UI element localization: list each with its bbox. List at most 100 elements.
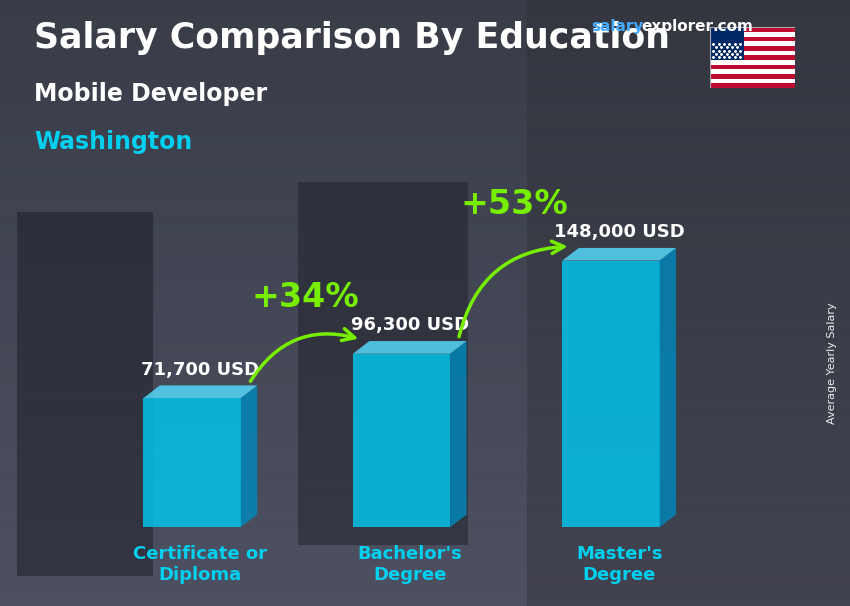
Bar: [0, 103, 850, 106]
Bar: [0, 167, 850, 170]
Bar: [0, 515, 850, 518]
Text: Certificate or
Diploma: Certificate or Diploma: [133, 545, 268, 584]
Bar: [710, 50, 795, 55]
Bar: [0, 397, 850, 400]
Bar: [0, 564, 850, 567]
Bar: [0, 194, 850, 197]
Bar: [0, 582, 850, 585]
Text: Washington: Washington: [34, 130, 192, 155]
Bar: [0, 118, 850, 121]
Bar: [0, 42, 850, 45]
Bar: [0, 39, 850, 42]
Bar: [0, 430, 850, 433]
Bar: [0, 45, 850, 48]
Bar: [0, 503, 850, 506]
Bar: [0, 491, 850, 494]
Bar: [0, 245, 850, 248]
Bar: [710, 36, 795, 41]
Bar: [0, 579, 850, 582]
Bar: [0, 6, 850, 9]
Bar: [0, 561, 850, 564]
Bar: [0, 603, 850, 606]
Bar: [0, 488, 850, 491]
Bar: [0, 318, 850, 321]
Bar: [0, 279, 850, 282]
Bar: [0, 312, 850, 315]
Bar: [0, 142, 850, 145]
Bar: [0, 27, 850, 30]
Bar: [0, 567, 850, 570]
Text: Bachelor's
Degree: Bachelor's Degree: [357, 545, 462, 584]
Bar: [0, 112, 850, 115]
Bar: [0, 476, 850, 479]
Bar: [0, 358, 850, 361]
Bar: [0, 339, 850, 342]
Bar: [0, 409, 850, 412]
Bar: [710, 69, 795, 74]
Bar: [710, 41, 795, 46]
Bar: [0, 355, 850, 358]
Polygon shape: [144, 385, 258, 398]
Bar: [0, 464, 850, 467]
Bar: [0, 58, 850, 61]
Bar: [0, 109, 850, 112]
Bar: [0, 185, 850, 188]
Bar: [0, 179, 850, 182]
Bar: [0, 215, 850, 218]
Bar: [0, 85, 850, 88]
Bar: [0, 333, 850, 336]
Bar: [0, 327, 850, 330]
Bar: [0, 545, 850, 548]
Bar: [0, 509, 850, 512]
Bar: [0, 176, 850, 179]
Bar: [0, 130, 850, 133]
Bar: [0, 227, 850, 230]
Bar: [0, 67, 850, 70]
Bar: [0, 91, 850, 94]
Bar: [0, 209, 850, 212]
Bar: [0, 61, 850, 64]
Bar: [0, 288, 850, 291]
Bar: [0, 433, 850, 436]
Bar: [710, 65, 795, 69]
Bar: [0, 521, 850, 524]
Bar: [0, 551, 850, 554]
Bar: [0, 588, 850, 591]
Polygon shape: [353, 354, 451, 527]
Text: 148,000 USD: 148,000 USD: [554, 223, 684, 241]
Bar: [0, 406, 850, 409]
Bar: [710, 32, 795, 36]
Text: +34%: +34%: [252, 281, 359, 315]
Polygon shape: [527, 0, 850, 606]
Bar: [0, 24, 850, 27]
Bar: [0, 188, 850, 191]
Bar: [0, 442, 850, 445]
Polygon shape: [17, 212, 153, 576]
Bar: [0, 106, 850, 109]
Bar: [0, 594, 850, 597]
Bar: [0, 133, 850, 136]
Bar: [710, 60, 795, 65]
Text: salary: salary: [591, 19, 643, 35]
Bar: [0, 82, 850, 85]
Bar: [0, 388, 850, 391]
Bar: [0, 427, 850, 430]
Bar: [0, 424, 850, 427]
Bar: [0, 570, 850, 573]
Bar: [0, 164, 850, 167]
Text: .com: .com: [712, 19, 753, 35]
Bar: [0, 382, 850, 385]
Bar: [0, 21, 850, 24]
Bar: [0, 391, 850, 394]
Bar: [0, 145, 850, 148]
Bar: [0, 418, 850, 421]
Bar: [0, 115, 850, 118]
Bar: [0, 527, 850, 530]
Bar: [0, 448, 850, 451]
Bar: [0, 324, 850, 327]
Text: Mobile Developer: Mobile Developer: [34, 82, 267, 106]
Bar: [0, 539, 850, 542]
Bar: [0, 261, 850, 264]
Bar: [0, 454, 850, 458]
Bar: [0, 512, 850, 515]
